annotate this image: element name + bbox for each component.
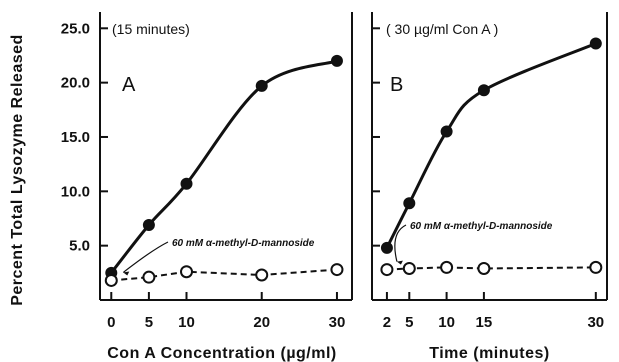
x-axis-label: Time (minutes) bbox=[429, 345, 550, 362]
x-tick-label: 2 bbox=[383, 314, 391, 331]
x-tick-label: 10 bbox=[438, 314, 455, 331]
data-point-open bbox=[104, 273, 118, 287]
annotation-arrow bbox=[394, 224, 407, 262]
condition-label: (15 minutes) bbox=[112, 21, 190, 37]
data-point-filled bbox=[142, 219, 155, 232]
x-tick-label: 0 bbox=[107, 314, 115, 331]
y-tick-label: 25.0 bbox=[61, 20, 90, 37]
data-point-filled bbox=[477, 84, 490, 97]
condition-label: ( 30 µg/ml Con A ) bbox=[386, 21, 498, 37]
data-point-filled bbox=[380, 241, 393, 254]
series-line-control bbox=[385, 42, 597, 249]
data-point-open bbox=[402, 261, 416, 275]
x-tick-label: 5 bbox=[145, 314, 153, 331]
y-tick-label: 20.0 bbox=[61, 75, 90, 92]
annotation-label: 60 mM α-methyl-D-mannoside bbox=[172, 238, 315, 249]
annotation-arrowhead bbox=[123, 271, 130, 276]
data-point-filled bbox=[589, 37, 602, 50]
panel-letter: B bbox=[390, 74, 403, 96]
annotation-label: 60 mM α-methyl-D-mannoside bbox=[410, 221, 553, 232]
panel-b: 2 5 10 15 30 Time (minutes) ( 30 µg/ml Con A )… bbox=[371, 12, 608, 362]
data-point-open bbox=[477, 261, 491, 275]
data-point-open bbox=[255, 268, 269, 282]
data-point-filled bbox=[403, 197, 416, 210]
x-tick-label: 5 bbox=[405, 314, 413, 331]
y-tick-label: 5.0 bbox=[69, 238, 90, 255]
data-point-open bbox=[180, 265, 194, 279]
x-tick-label: 10 bbox=[178, 314, 195, 331]
x-tick-label: 15 bbox=[476, 314, 493, 331]
data-point-open bbox=[330, 263, 344, 277]
panel-letter: A bbox=[122, 74, 136, 96]
data-point-open bbox=[589, 260, 603, 274]
y-axis-label: Percent Total Lysozyme Released bbox=[9, 34, 26, 306]
data-point-filled bbox=[255, 79, 268, 92]
data-point-open bbox=[440, 260, 454, 274]
x-axis-label: Con A Concentration (µg/ml) bbox=[107, 345, 337, 362]
y-tick-label: 15.0 bbox=[61, 129, 90, 146]
annotation-arrowhead bbox=[396, 260, 403, 265]
series-line-inhibited bbox=[386, 266, 596, 271]
y-tick-label: 10.0 bbox=[61, 183, 90, 200]
series-line-control bbox=[110, 59, 338, 274]
annotation-arrow bbox=[122, 241, 169, 273]
data-point-filled bbox=[440, 125, 453, 138]
data-point-open bbox=[380, 263, 394, 277]
data-point-filled bbox=[180, 177, 193, 190]
x-tick-label: 20 bbox=[253, 314, 270, 331]
panel-a: 5.0 10.0 15.0 20.0 25.0 0 5 10 20 30 Con A Concent… bbox=[61, 12, 353, 362]
data-point-open bbox=[142, 270, 156, 284]
x-tick-label: 30 bbox=[329, 314, 346, 331]
x-tick-label: 30 bbox=[587, 314, 604, 331]
data-point-filled bbox=[330, 54, 343, 67]
